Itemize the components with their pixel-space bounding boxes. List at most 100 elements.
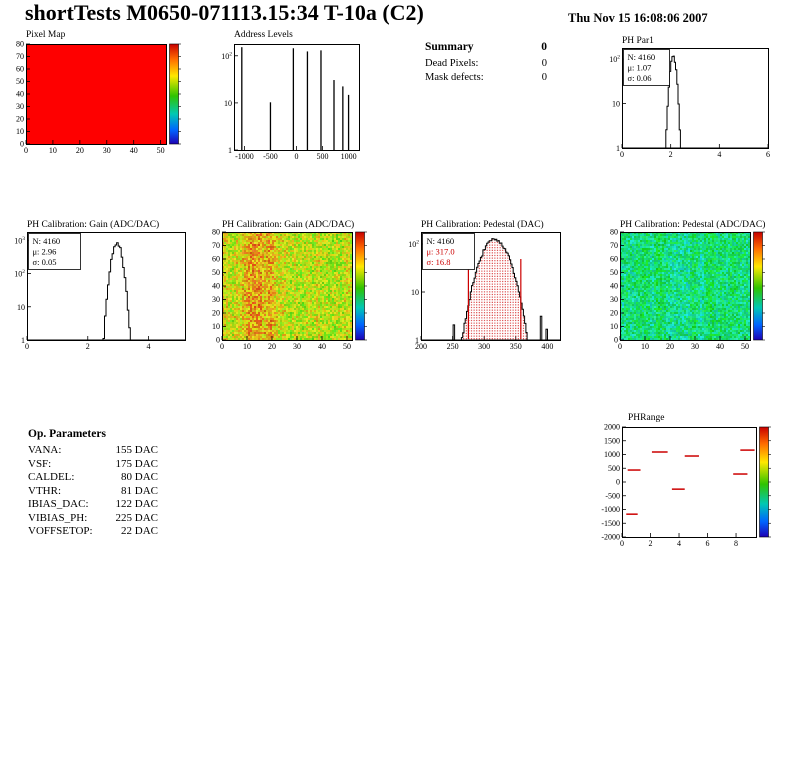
svg-text:1000: 1000: [341, 152, 357, 161]
svg-text:80: 80: [212, 228, 220, 237]
svg-text:-1000: -1000: [235, 152, 254, 161]
svg-text:10: 10: [224, 99, 232, 108]
op-param-label: VIBIAS_PH:: [28, 511, 88, 524]
summary-label: Mask defects:: [425, 71, 484, 83]
svg-text:300: 300: [478, 342, 490, 351]
svg-text:0: 0: [216, 336, 220, 345]
svg-text:60: 60: [212, 255, 220, 264]
svg-text:50: 50: [157, 146, 165, 155]
svg-text:50: 50: [16, 77, 24, 86]
gain-map-panel: PH Calibration: Gain (ADC/DAC) 0 10 20 30 40…: [200, 218, 396, 358]
svg-text:μ: 2.96: μ: 2.96: [33, 247, 57, 257]
svg-text:0: 0: [25, 342, 29, 351]
op-param-row-vana: VANA: 155 DAC: [28, 444, 158, 458]
op-param-label: VTHR:: [28, 484, 61, 497]
op-param-label: VSF:: [28, 457, 52, 470]
svg-text:2: 2: [86, 342, 90, 351]
svg-text:σ: 0.05: σ: 0.05: [33, 257, 57, 267]
svg-text:N: 4160: N: 4160: [427, 236, 455, 246]
summary-row-dead-pixels: Dead Pixels: 0: [425, 57, 547, 71]
summary-total: 0: [541, 41, 547, 53]
gain-map-plot: 0 10 20 30 40 50 0 10 20 30 40 50 60 70 80: [212, 228, 367, 351]
pedestal-hist-title: PH Calibration: Pedestal (DAC): [421, 220, 544, 230]
pixel-map-title: Pixel Map: [26, 30, 66, 40]
svg-text:1: 1: [228, 146, 232, 155]
address-levels-title: Address Levels: [234, 30, 293, 40]
svg-text:40: 40: [16, 90, 24, 99]
op-param-row-vibias-ph: VIBIAS_PH: 225 DAC: [28, 512, 158, 526]
summary-title: Summary: [425, 41, 474, 53]
svg-text:σ: 0.06: σ: 0.06: [628, 73, 652, 83]
svg-text:30: 30: [103, 146, 111, 155]
svg-text:N: 4160: N: 4160: [33, 236, 61, 246]
svg-text:10: 10: [212, 322, 220, 331]
op-param-label: CALDEL:: [28, 471, 75, 483]
svg-text:500: 500: [317, 152, 329, 161]
svg-text:20: 20: [16, 115, 24, 124]
op-param-value: 175 DAC: [115, 457, 158, 470]
svg-text:20: 20: [212, 309, 220, 318]
pedestal-map-title: PH Calibration: Pedestal (ADC/DAC): [620, 220, 766, 230]
pedestal-map-panel: PH Calibration: Pedestal (ADC/DAC) 0 10 20…: [598, 218, 796, 358]
op-param-value: 225 DAC: [115, 511, 158, 524]
svg-text:σ: 16.8: σ: 16.8: [427, 257, 451, 267]
op-param-label: VOFFSETOP:: [28, 525, 93, 537]
ph-range-panel: PHRange 0 2 4 6 8 2000 1500 1000 500 0 -500 -1000 -1…: [598, 408, 796, 556]
op-param-value: 122 DAC: [115, 498, 158, 510]
svg-text:10: 10: [16, 127, 24, 136]
pixel-map-plot: 0 10 20 30 40 50 0 10 20 30 40 50 60 70 80: [16, 40, 181, 155]
timestamp: Thu Nov 15 16:08:06 2007: [568, 11, 708, 25]
svg-text:0: 0: [220, 342, 224, 351]
op-param-value: 22 DAC: [121, 525, 158, 537]
svg-text:6: 6: [766, 150, 770, 159]
op-param-label: IBIAS_DAC:: [28, 498, 89, 510]
summary-block: Summary 0 Dead Pixels: 0 Mask defects: 0: [425, 41, 547, 84]
svg-text:0: 0: [20, 140, 24, 149]
gain-map-title: PH Calibration: Gain (ADC/DAC): [222, 220, 355, 230]
svg-text:200: 200: [415, 342, 427, 351]
svg-text:30: 30: [16, 102, 24, 111]
svg-text:102: 102: [408, 240, 419, 250]
address-levels-panel: Address Levels -1000 -500 0 500 1000 1 10 102: [218, 28, 376, 170]
op-param-row-caldel: CALDEL: 80 DAC: [28, 471, 158, 485]
svg-text:20: 20: [268, 342, 276, 351]
svg-text:102: 102: [14, 269, 25, 279]
pedestal-hist-panel: PH Calibration: Pedestal (DAC) 200 250 300…: [408, 218, 570, 358]
svg-text:10: 10: [411, 288, 419, 297]
gain-hist-title: PH Calibration: Gain (ADC/DAC): [27, 220, 160, 230]
ph-par1-title: PH Par1: [622, 36, 654, 46]
svg-text:70: 70: [212, 241, 220, 250]
op-param-value: 155 DAC: [115, 444, 158, 456]
svg-text:20: 20: [76, 146, 84, 155]
summary-value: 0: [541, 58, 547, 69]
op-param-label: VANA:: [28, 444, 62, 456]
svg-text:1: 1: [415, 336, 419, 345]
svg-text:40: 40: [130, 146, 138, 155]
op-parameters-title: Op. Parameters: [28, 428, 106, 440]
op-param-row-voffsetop: VOFFSETOP: 22 DAC: [28, 525, 158, 539]
op-parameters-block: Op. Parameters VANA: 155 DAC VSF: 175 DAC …: [28, 428, 158, 539]
svg-text:80: 80: [16, 40, 24, 49]
op-param-value: 80 DAC: [121, 471, 158, 483]
svg-text:10: 10: [17, 303, 25, 312]
svg-text:0: 0: [295, 152, 299, 161]
svg-text:μ: 1.07: μ: 1.07: [628, 63, 652, 73]
svg-text:10: 10: [612, 100, 620, 109]
svg-text:30: 30: [293, 342, 301, 351]
svg-text:102: 102: [221, 51, 232, 61]
svg-text:50: 50: [212, 268, 220, 277]
svg-text:40: 40: [212, 282, 220, 291]
svg-text:103: 103: [14, 236, 25, 246]
svg-text:350: 350: [510, 342, 522, 351]
svg-text:400: 400: [541, 342, 553, 351]
svg-text:50: 50: [343, 342, 351, 351]
svg-text:4: 4: [147, 342, 151, 351]
svg-text:μ: 317.0: μ: 317.0: [427, 247, 455, 257]
svg-text:102: 102: [609, 55, 620, 65]
svg-text:60: 60: [16, 65, 24, 74]
gain-hist-panel: PH Calibration: Gain (ADC/DAC) 0 2 4 1 10 102…: [8, 218, 208, 358]
